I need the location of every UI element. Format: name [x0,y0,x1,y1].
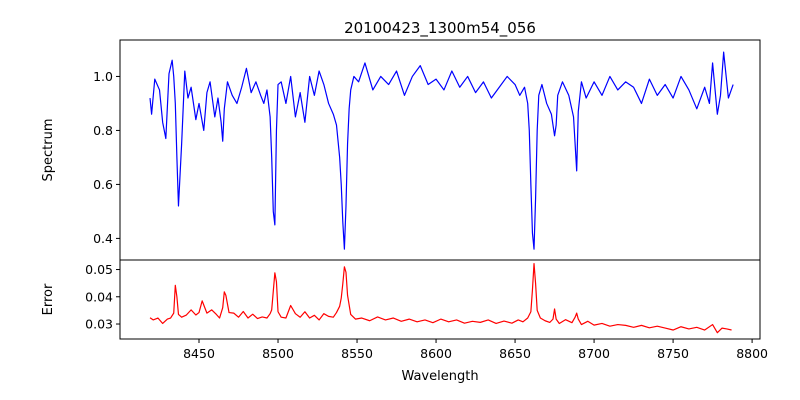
x-axis-label: Wavelength [401,369,478,384]
x-tick-label: 8500 [262,346,294,361]
x-tick-label: 8800 [736,346,768,361]
x-tick-label: 8700 [578,346,610,361]
x-tick-label: 8650 [499,346,531,361]
spectrum-plot-frame [119,39,761,261]
y-tick-label: 0.04 [85,289,113,304]
error-plot-frame [119,259,761,340]
x-tick-label: 8550 [341,346,373,361]
spectrum-line-0 [149,51,734,250]
error-series [149,262,732,334]
x-tick-label: 8450 [183,346,215,361]
error-y-ticks: 0.03 0.04 0.05 [85,262,120,332]
spectrum-panel: 0.4 0.6 0.8 1.0 Spectrum [41,39,761,261]
error-line-0 [149,262,732,334]
spectrum-y-ticks: 0.4 0.6 0.8 1.0 [93,69,120,246]
spectrum-y-label: Spectrum [41,119,56,182]
x-tick-label: 8750 [657,346,689,361]
y-tick-label: 1.0 [93,69,113,84]
y-tick-label: 0.03 [85,317,113,332]
y-tick-label: 0.8 [93,123,113,138]
y-tick-label: 0.05 [85,262,113,277]
chart-title: 20100423_1300m54_056 [344,19,536,38]
x-axis-ticks: 8450 8500 8550 8600 8650 8700 8750 8800 [183,339,768,361]
y-tick-label: 0.6 [93,177,113,192]
error-y-label: Error [41,283,56,315]
x-tick-label: 8600 [420,346,452,361]
error-panel: 0.03 0.04 0.05 Error [41,259,761,340]
spectrum-series [149,51,734,250]
y-tick-label: 0.4 [93,231,113,246]
